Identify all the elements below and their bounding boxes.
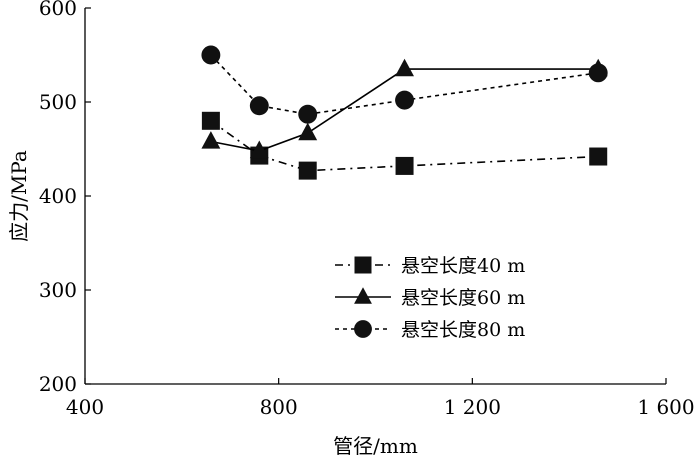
legend-item: 悬空长度40 m (335, 255, 525, 277)
legend-item: 悬空长度80 m (335, 319, 525, 341)
legend: 悬空长度40 m 悬空长度60 m 悬空长度80 m (335, 255, 525, 341)
series-2 (201, 58, 608, 159)
legend-label: 悬空长度40 m (401, 255, 525, 277)
x-axis-title: 管径/mm (333, 434, 418, 458)
data-point (298, 122, 318, 141)
data-point (395, 156, 414, 175)
x-tick-label: 1 200 (444, 395, 501, 419)
data-point (201, 111, 220, 130)
series-1 (201, 111, 608, 180)
y-tick-label: 200 (39, 372, 77, 396)
y-tick-label: 400 (39, 184, 77, 208)
axes: 200 300 400 500 600 400 800 1 200 1 600 (39, 0, 695, 419)
data-point (249, 140, 269, 159)
x-tick-label: 1 600 (637, 395, 694, 419)
data-point (249, 96, 269, 116)
data-point (201, 45, 221, 65)
data-point (298, 161, 317, 180)
y-tick-label: 300 (39, 278, 77, 302)
data-point (298, 104, 318, 124)
legend-marker (354, 287, 372, 304)
data-point (395, 58, 414, 77)
legend-item: 悬空长度60 m (335, 287, 525, 309)
series-layer (201, 45, 608, 180)
data-point (395, 90, 414, 110)
x-tick-label: 800 (260, 395, 298, 419)
y-tick-label: 500 (39, 90, 77, 114)
data-point (201, 131, 221, 149)
legend-marker (354, 256, 372, 274)
y-tick-label: 600 (39, 0, 77, 20)
data-point (588, 63, 608, 83)
legend-label: 悬空长度60 m (401, 287, 525, 309)
x-tick-label: 400 (66, 395, 104, 419)
y-axis-title: 应力/MPa (7, 150, 31, 242)
data-point (589, 147, 608, 166)
legend-label: 悬空长度80 m (401, 319, 525, 341)
series-line (210, 54, 599, 116)
legend-marker (354, 320, 372, 338)
series-3 (201, 45, 608, 124)
